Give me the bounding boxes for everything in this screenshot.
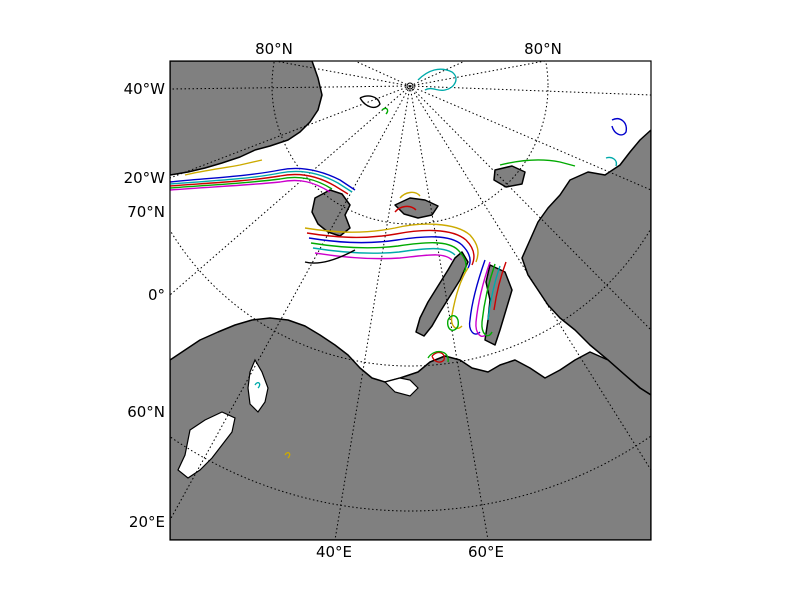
contours-kara <box>446 259 507 338</box>
contour-line <box>314 252 453 261</box>
contour-line <box>487 265 501 321</box>
contour-line <box>493 261 507 311</box>
contour-line <box>312 247 456 256</box>
meridian-line <box>170 85 411 179</box>
land-masses <box>170 61 651 540</box>
baltic-sea <box>177 411 236 479</box>
yamal-land <box>484 264 513 346</box>
meridian-line <box>409 85 489 540</box>
severnaya-zemlya-land <box>493 165 526 188</box>
greenland-land <box>170 61 323 176</box>
contour-line <box>306 229 475 266</box>
contour-line <box>417 68 457 92</box>
label-60n: 60°N <box>127 403 165 421</box>
meridian-line <box>334 85 411 540</box>
contour-line <box>481 263 496 337</box>
contour-line <box>394 205 417 213</box>
meridian-line <box>170 85 411 521</box>
contour-line <box>304 223 479 263</box>
contour-line <box>427 351 449 363</box>
contour-line <box>308 236 471 269</box>
contour-line <box>170 176 333 190</box>
lat-circle-80n <box>271 61 549 225</box>
contour-line <box>611 118 627 136</box>
contour-line <box>475 261 491 338</box>
contour-line <box>381 107 389 115</box>
svalbard-land <box>311 189 351 237</box>
contour-line <box>468 259 486 335</box>
label-0: 0° <box>148 286 165 304</box>
contour-line <box>184 159 263 176</box>
contours-white-sea <box>254 351 449 459</box>
meridian-line <box>170 85 411 90</box>
graticule <box>170 61 651 540</box>
label-80n-top-right: 80°N <box>524 40 562 58</box>
contours-north <box>359 68 627 213</box>
contour-line <box>399 191 421 199</box>
contour-line <box>446 315 460 331</box>
meridian-line <box>170 85 411 296</box>
label-40w: 40°W <box>124 80 166 98</box>
white-sea <box>383 377 419 397</box>
contour-line <box>304 249 356 264</box>
contour-line <box>284 452 291 459</box>
contour-line <box>170 170 353 193</box>
contours-barents <box>304 223 479 273</box>
label-60e: 60°E <box>468 543 504 561</box>
contour-line <box>605 156 618 167</box>
contour-line <box>170 167 356 191</box>
contour-line <box>310 242 467 273</box>
meridian-line <box>409 85 651 331</box>
label-20w: 20°W <box>124 169 166 187</box>
meridian-line <box>409 61 546 87</box>
label-20e: 20°E <box>129 513 165 531</box>
contours-fram-strait <box>170 159 356 195</box>
meridian-line <box>274 61 411 87</box>
contour-line <box>431 351 445 363</box>
map-frame <box>169 60 652 541</box>
contour-line <box>170 173 349 195</box>
contour-line <box>254 382 261 389</box>
contour-line <box>359 95 381 109</box>
contour-line <box>170 179 331 193</box>
contour-line <box>499 159 576 167</box>
novaya-zemlya-land <box>415 251 469 337</box>
inner-seas <box>177 358 419 479</box>
label-70n: 70°N <box>127 203 165 221</box>
label-40e: 40°E <box>316 543 352 561</box>
eurasia-land <box>170 317 651 540</box>
franz-josef-land <box>394 197 439 219</box>
label-80n-top-left: 80°N <box>255 40 293 58</box>
north-pole-marker <box>406 82 414 90</box>
